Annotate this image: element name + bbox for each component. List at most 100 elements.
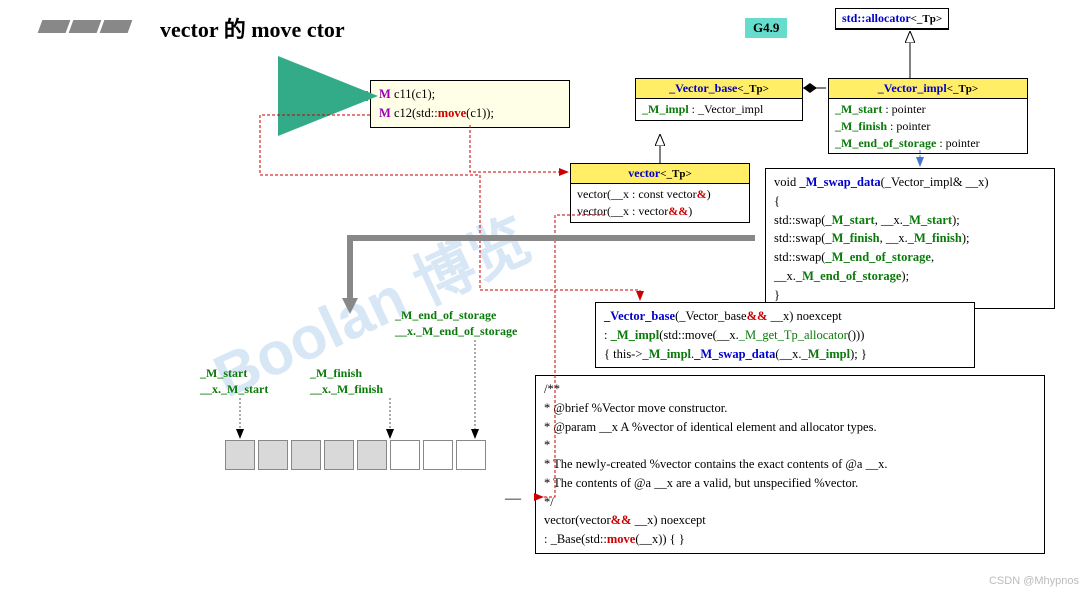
vbc-l3s: _M_swap_data [694,347,775,361]
vc-r2p: vector(__x : vector [577,204,668,218]
title-decoration [40,20,130,33]
vc-r1e: ) [707,187,711,201]
d1: /** [544,380,1036,399]
db-end: (__x)) { } [635,532,685,546]
sw-b1: { [774,192,1046,211]
sw4b: _M_finish [908,231,962,245]
d2: * @brief %Vector move constructor. [544,399,1036,418]
uml-vector: vector<_Tp> vector(__x : const vector&) … [570,163,750,223]
mem-cell [258,440,288,470]
sw4p: std::swap( [774,231,825,245]
vbc-l2p: : [604,328,611,342]
lbl-fin1: _M_finish [310,366,362,381]
uml-vector-impl: _Vector_impl<_Tp> _M_start : pointer _M_… [828,78,1028,154]
vi-f2t: : pointer [887,119,930,133]
sw3m: , __x. [875,213,903,227]
mem-cell [291,440,321,470]
mem-cell [225,440,255,470]
vbc-l2e: ())) [848,328,865,342]
lbl-eos2: __x._M_end_of_storage [395,324,517,339]
vbc-l3m: _M_impl [642,347,691,361]
watermark-tag: CSDN @Mhypnos [989,575,1079,587]
vbc-l3p: { this-> [604,347,642,361]
lbl-start1: _M_start [200,366,247,381]
sw3b: _M_start [903,213,952,227]
cc-m2: M [379,106,391,120]
ds-pre: vector(vector [544,513,611,527]
vbc-l3e: ); } [850,347,867,361]
vb-field-name: _M_impl [642,102,689,116]
vector-tp: <_Tp> [660,168,692,180]
mem-cell [357,440,387,470]
vb-ctor-box: _Vector_base(_Vector_base&& __x) noexcep… [595,302,975,368]
d3: * @param __x A %vector of identical elem… [544,418,1036,437]
vbc-amp: && [747,309,768,323]
mem-cell [423,440,453,470]
vbc-name: _Vector_base [604,309,675,323]
vbc-l3ap: (__x. [775,347,801,361]
d6: * The contents of @a __x are a valid, bu… [544,474,1036,493]
code-call-box: M c11(c1); M c12(std::move(c1)); [370,80,570,128]
vi-f1n: _M_start [835,102,882,116]
swap-data-box: void _M_swap_data(_Vector_impl& __x) { s… [765,168,1055,309]
vector-base-name: _Vector_base [669,81,737,95]
sw-fn: _M_swap_data [799,175,880,189]
vector-impl-tp: <_Tp> [947,83,979,95]
mem-cell [456,440,486,470]
vi-f1t: : pointer [882,102,925,116]
vbc-a2: __x) noexcept [767,309,841,323]
mem-cell [390,440,420,470]
cc-r1: c11(c1); [391,87,435,101]
cc-mid2: c12(std:: [391,106,438,120]
doc-box: /** * @brief %Vector move constructor. *… [535,375,1045,554]
vbc-l2g: _M_get_Tp_allocator [739,328,848,342]
sw5e: ); [901,269,909,283]
sw4a: _M_finish [825,231,879,245]
d5: * The newly-created %vector contains the… [544,455,1036,474]
vb-field-type: : _Vector_impl [689,102,764,116]
sw-post: (_Vector_impl& __x) [881,175,989,189]
vbc-l2m: _M_impl [611,328,660,342]
vc-r2e: ) [688,204,692,218]
d7: */ [544,493,1036,512]
lbl-start2: __x._M_start [200,382,268,397]
d4: * [544,436,1036,455]
sw5bp: __x. [774,269,796,283]
vc-r2a: && [668,204,688,218]
vector-impl-name: _Vector_impl [878,81,947,95]
allocator-tp: <_Tp> [911,13,943,25]
allocator-name: std::allocator [842,11,911,25]
cc-end2: (c1)); [466,106,494,120]
dash-label: — [505,490,521,508]
ds-post: __x) noexcept [631,513,705,527]
sw3p: std::swap( [774,213,825,227]
sw3a: _M_start [825,213,874,227]
vi-f3n: _M_end_of_storage [835,136,936,150]
db-pre: : _Base(std:: [544,532,607,546]
vector-name: vector [628,166,660,180]
vector-base-tp: <_Tp> [737,83,769,95]
vbc-l2mid: (std::move(__x. [659,328,739,342]
memory-row [225,440,489,470]
lbl-fin2: __x._M_finish [310,382,383,397]
vbc-a1: (_Vector_base [675,309,747,323]
ds-amp: && [611,513,632,527]
sw4m: , __x. [880,231,908,245]
vi-f2n: _M_finish [835,119,887,133]
uml-vector-base: _Vector_base<_Tp> _M_impl : _Vector_impl [635,78,803,121]
sw5p: std::swap( [774,250,825,264]
mem-cell [324,440,354,470]
cc-m1: M [379,87,391,101]
sw5a: _M_end_of_storage [825,250,931,264]
vi-f3t: : pointer [936,136,979,150]
vc-r1p: vector(__x : const vector [577,187,697,201]
db-move: move [607,532,635,546]
page-title: vector 的 move ctor [160,12,345,44]
sw-pre: void [774,175,796,189]
vbc-l3a: _M_impl [801,347,850,361]
version-badge: G4.9 [745,18,787,38]
lbl-eos1: _M_end_of_storage [395,308,496,323]
uml-allocator: std::allocator<_Tp> [835,8,949,30]
cc-move: move [438,106,466,120]
sw3e: ); [952,213,960,227]
